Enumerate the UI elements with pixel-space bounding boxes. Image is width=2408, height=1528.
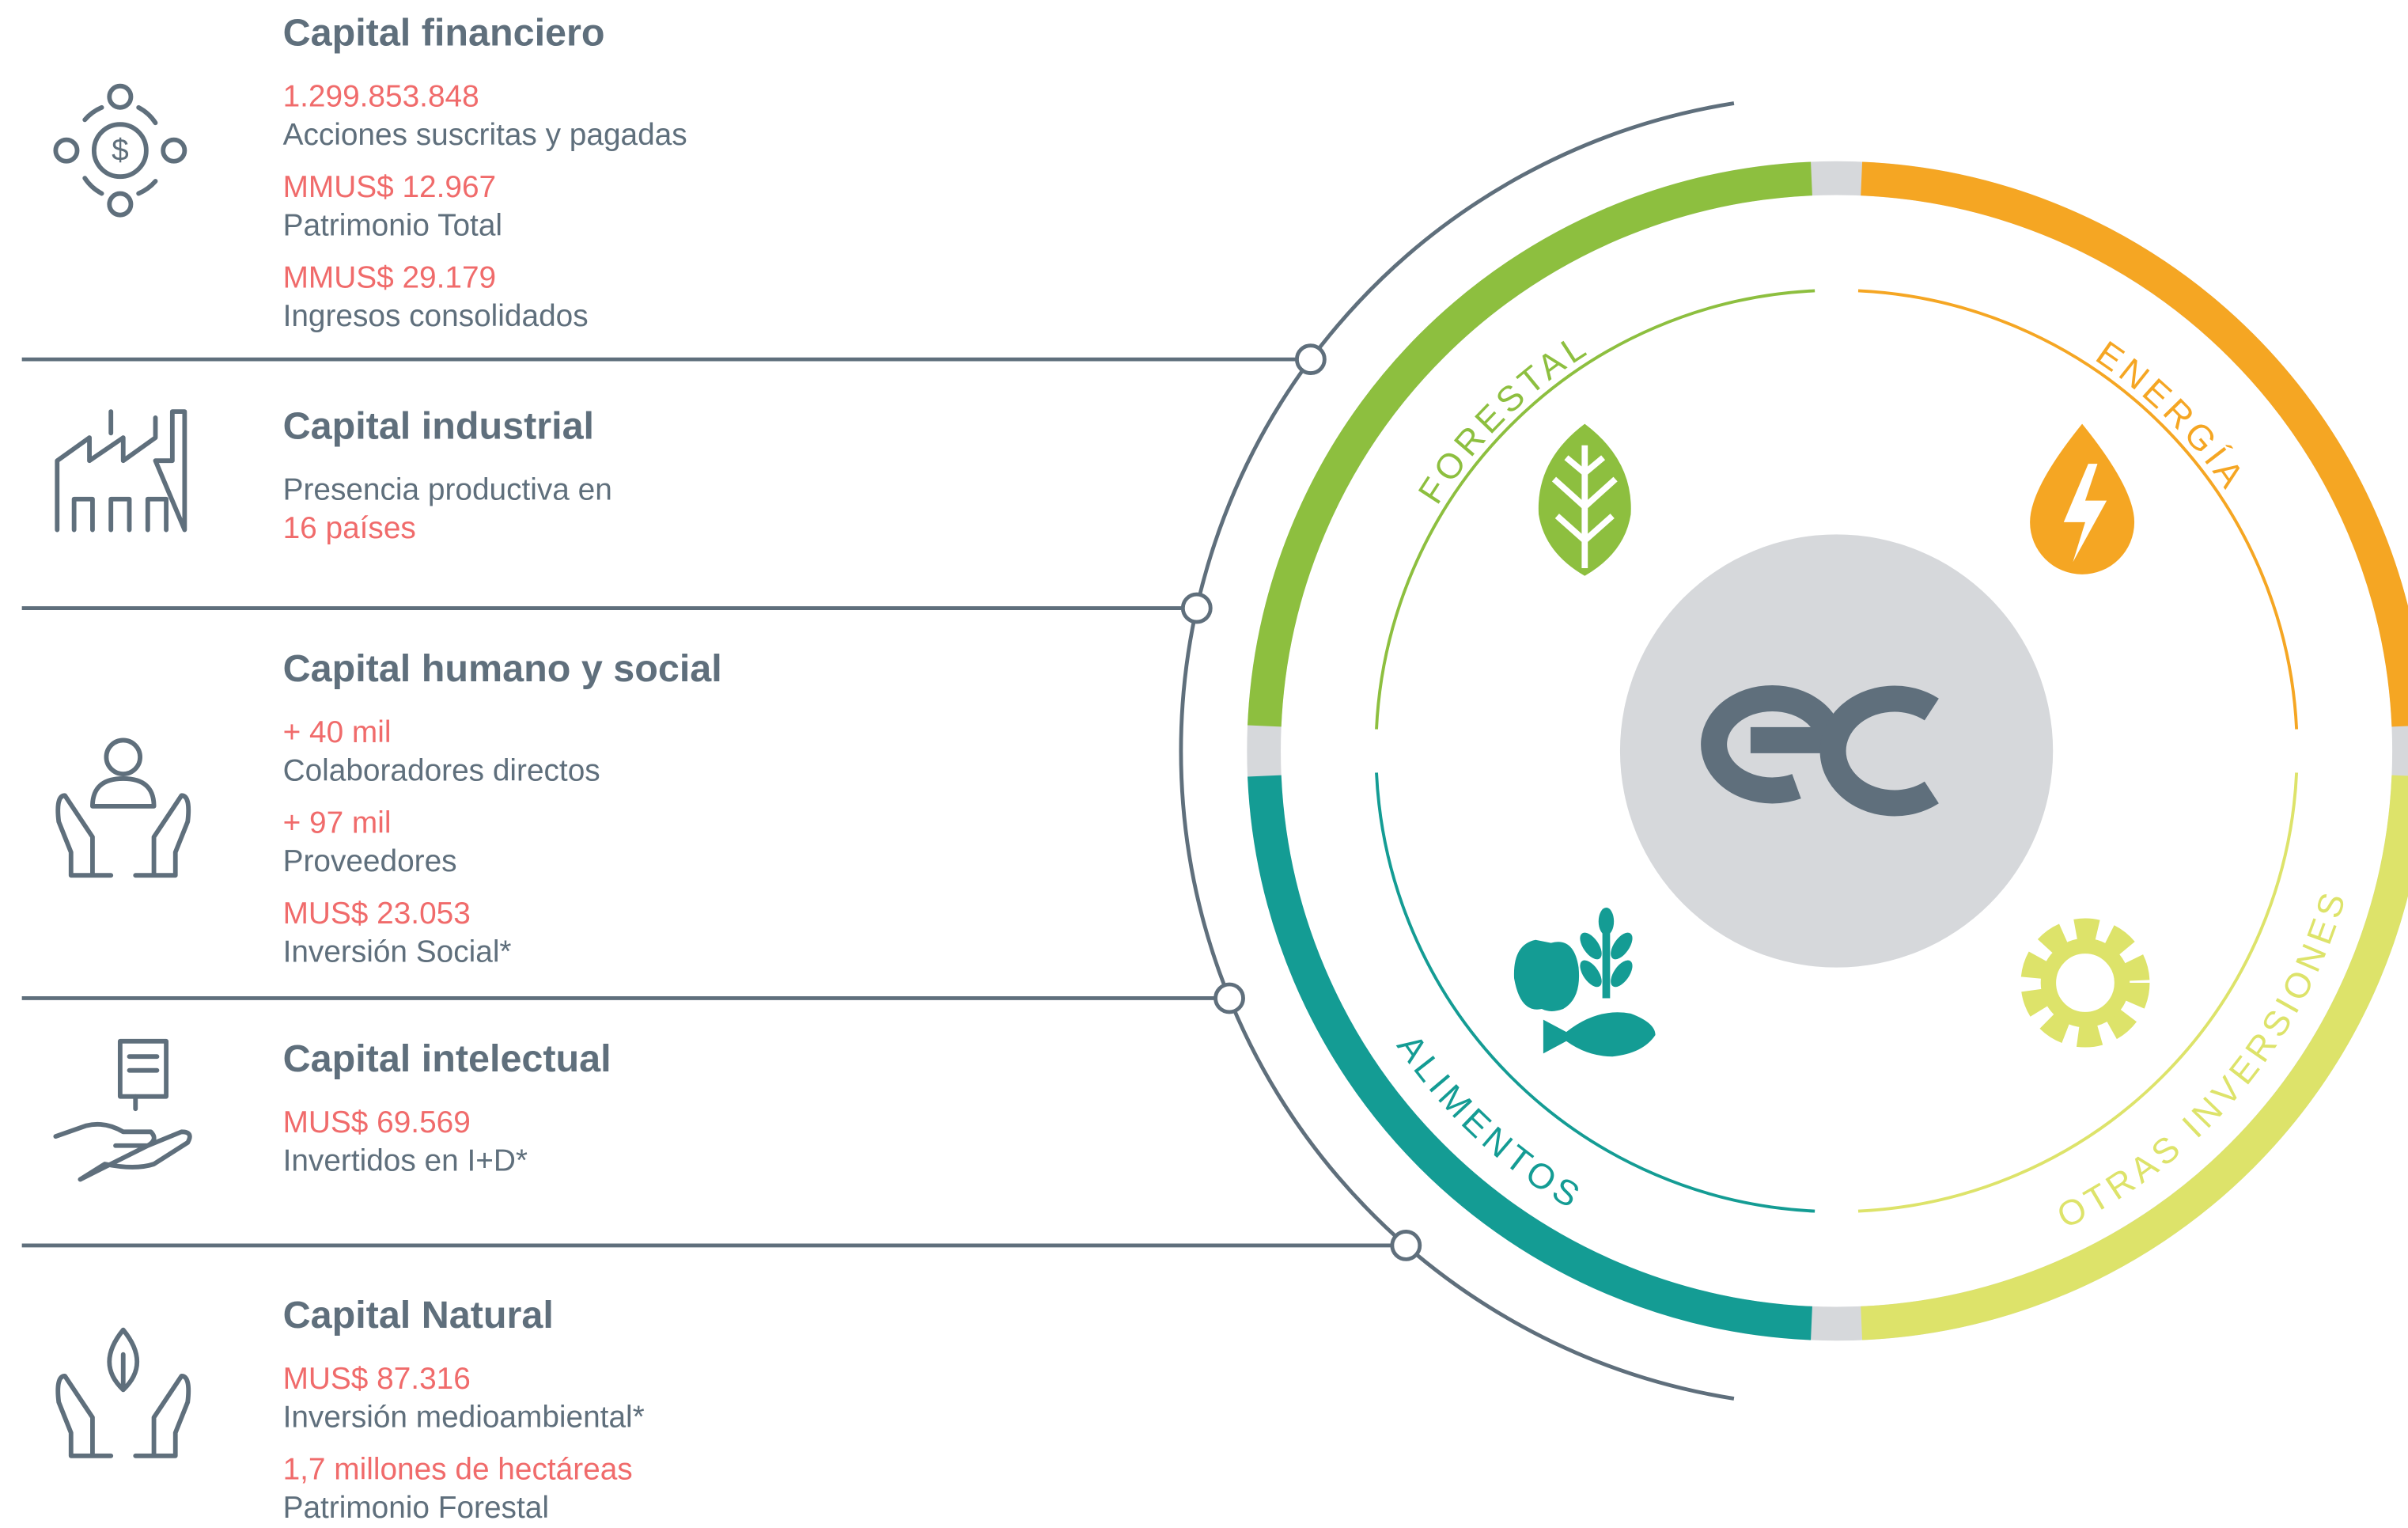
- capital-label: Invertidos en I+D*: [283, 1143, 528, 1177]
- logo: [1701, 685, 1939, 817]
- icon-forestal: [1538, 423, 1631, 576]
- capital-value: 1,7 millones de hectáreas: [283, 1452, 633, 1486]
- svg-text:$: $: [112, 133, 129, 167]
- capital-value: MMUS$ 29.179: [283, 260, 497, 294]
- ring-segment: [1248, 775, 1812, 1340]
- capital-value: MUS$ 23.053: [283, 897, 471, 931]
- inner-ring-segment: [1857, 772, 2299, 1213]
- icon-food: [1513, 907, 1656, 1057]
- capital-label: Ingresos consolidados: [283, 299, 589, 333]
- outer-arc: [1179, 101, 1735, 1401]
- ring-segment: [1861, 775, 2408, 1340]
- icon-intellectual: [53, 1038, 192, 1182]
- inner-ring-segment: [1857, 289, 2299, 730]
- capital-label: Acciones suscritas y pagadas: [283, 118, 687, 152]
- inner-ring-segment: [1375, 289, 1815, 730]
- capital-label: Presencia productiva en: [283, 472, 612, 506]
- capital-value: MUS$ 87.316: [283, 1362, 471, 1396]
- icon-gear: [2020, 918, 2150, 1048]
- capital-label: Proveedores: [283, 844, 457, 878]
- capital-label: Colaboradores directos: [283, 753, 600, 787]
- connector-dot: [1213, 982, 1245, 1014]
- connector-dot: [1390, 1230, 1422, 1261]
- capital-value: MUS$ 69.569: [283, 1105, 471, 1139]
- capital-label: Patrimonio Forestal: [283, 1491, 549, 1525]
- icon-natural: [55, 1327, 191, 1458]
- ring-segment: [1248, 161, 1812, 727]
- ring-segment: [1861, 161, 2408, 727]
- capital-title: Capital humano y social: [283, 647, 722, 690]
- capital-value: MMUS$ 12.967: [283, 170, 497, 204]
- capital-value: + 40 mil: [283, 715, 392, 749]
- connector-dot: [1294, 343, 1327, 376]
- connector-dot: [1180, 592, 1213, 624]
- capital-value: + 97 mil: [283, 806, 392, 840]
- capital-title: Capital industrial: [283, 404, 594, 447]
- capital-value: 1.299.853.848: [283, 79, 479, 113]
- icon-financial: $: [53, 83, 187, 218]
- capital-title: Capital Natural: [283, 1294, 554, 1337]
- icon-human: [55, 737, 191, 878]
- icon-industrial: [55, 409, 187, 533]
- capital-title: Capital intelectual: [283, 1037, 611, 1080]
- capital-label: Patrimonio Total: [283, 208, 502, 242]
- capital-value: 16 países: [283, 511, 416, 545]
- capital-label: Inversión medioambiental*: [283, 1400, 645, 1434]
- icon-energy: [2030, 423, 2135, 574]
- capital-label: Inversión Social*: [283, 935, 512, 969]
- capital-title: Capital financiero: [283, 11, 605, 54]
- ring-base: [1247, 161, 2408, 1341]
- inner-ring-segment: [1375, 772, 1815, 1213]
